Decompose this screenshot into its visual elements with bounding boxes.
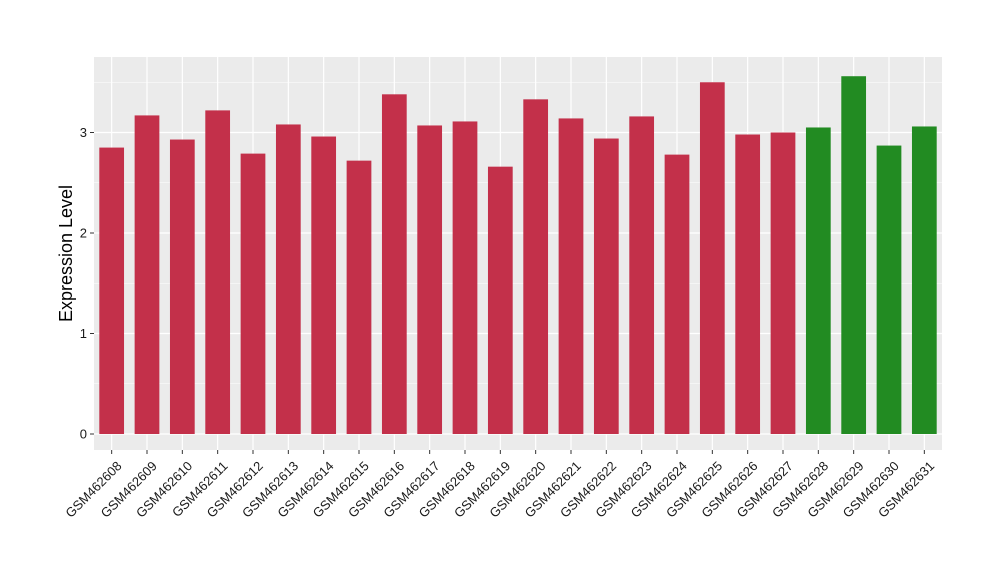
bar-GSM462620 <box>523 99 549 435</box>
bars <box>99 76 937 435</box>
bar-GSM462623 <box>629 116 655 435</box>
bar-GSM462628 <box>805 127 831 434</box>
bar-GSM462611 <box>205 110 231 434</box>
bar-GSM462615 <box>346 160 372 434</box>
y-tick-label: 2 <box>80 226 87 241</box>
x-axis: GSM462608GSM462609GSM462610GSM462611GSM4… <box>62 450 937 521</box>
bar-GSM462617 <box>417 125 443 434</box>
bar-GSM462613 <box>275 124 301 435</box>
bar-GSM462619 <box>487 166 513 435</box>
bar-GSM462609 <box>134 115 160 434</box>
bar-GSM462614 <box>311 136 337 434</box>
y-axis-title: Expression Level <box>56 185 76 322</box>
bar-GSM462627 <box>770 132 796 434</box>
bar-GSM462621 <box>558 118 584 435</box>
bar-GSM462618 <box>452 121 478 434</box>
y-tick-label: 3 <box>80 125 87 140</box>
bar-GSM462612 <box>240 153 266 435</box>
bar-GSM462625 <box>699 82 725 434</box>
bar-GSM462631 <box>911 126 937 434</box>
bar-GSM462630 <box>876 145 902 434</box>
y-tick-label: 1 <box>80 326 87 341</box>
bar-GSM462622 <box>593 138 619 434</box>
bar-GSM462608 <box>99 147 125 434</box>
bar-GSM462616 <box>381 94 407 434</box>
y-tick-label: 0 <box>80 427 87 442</box>
bar-GSM462624 <box>664 154 690 435</box>
plot-panel <box>94 57 942 450</box>
bar-GSM462629 <box>841 76 867 434</box>
y-axis: 0 1 2 3 <box>80 125 94 442</box>
bar-GSM462610 <box>169 139 195 434</box>
bar-GSM462626 <box>735 134 761 434</box>
